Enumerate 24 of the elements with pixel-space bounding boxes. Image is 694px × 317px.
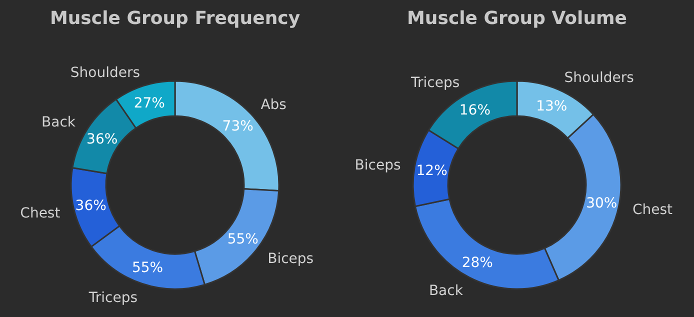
data-label: 12% <box>416 162 448 179</box>
data-label: 16% <box>459 102 491 118</box>
data-label: 73% <box>222 118 254 134</box>
slice-label: Triceps <box>88 290 138 306</box>
data-label: 28% <box>462 254 493 271</box>
slice-label: Biceps <box>268 251 314 268</box>
slice-label: Triceps <box>410 74 460 91</box>
slice-label: Back <box>42 114 76 130</box>
slice-label: Shoulders <box>564 70 634 86</box>
slice-label: Chest <box>20 205 61 222</box>
chart-title: Muscle Group Volume <box>407 8 627 29</box>
data-label: 55% <box>132 260 164 276</box>
slice-label: Chest <box>632 202 674 218</box>
slice-label: Abs <box>260 96 286 113</box>
data-label: 36% <box>75 198 106 214</box>
slice-label: Biceps <box>354 157 401 174</box>
data-label: 13% <box>536 98 568 115</box>
slice-label: Shoulders <box>70 65 140 82</box>
slice-label: Back <box>428 282 464 299</box>
chart-title: Muscle Group Frequency <box>50 8 300 29</box>
data-label: 30% <box>586 196 618 212</box>
data-label: 36% <box>86 131 118 148</box>
data-label: 55% <box>227 232 258 248</box>
data-label: 27% <box>134 95 165 112</box>
